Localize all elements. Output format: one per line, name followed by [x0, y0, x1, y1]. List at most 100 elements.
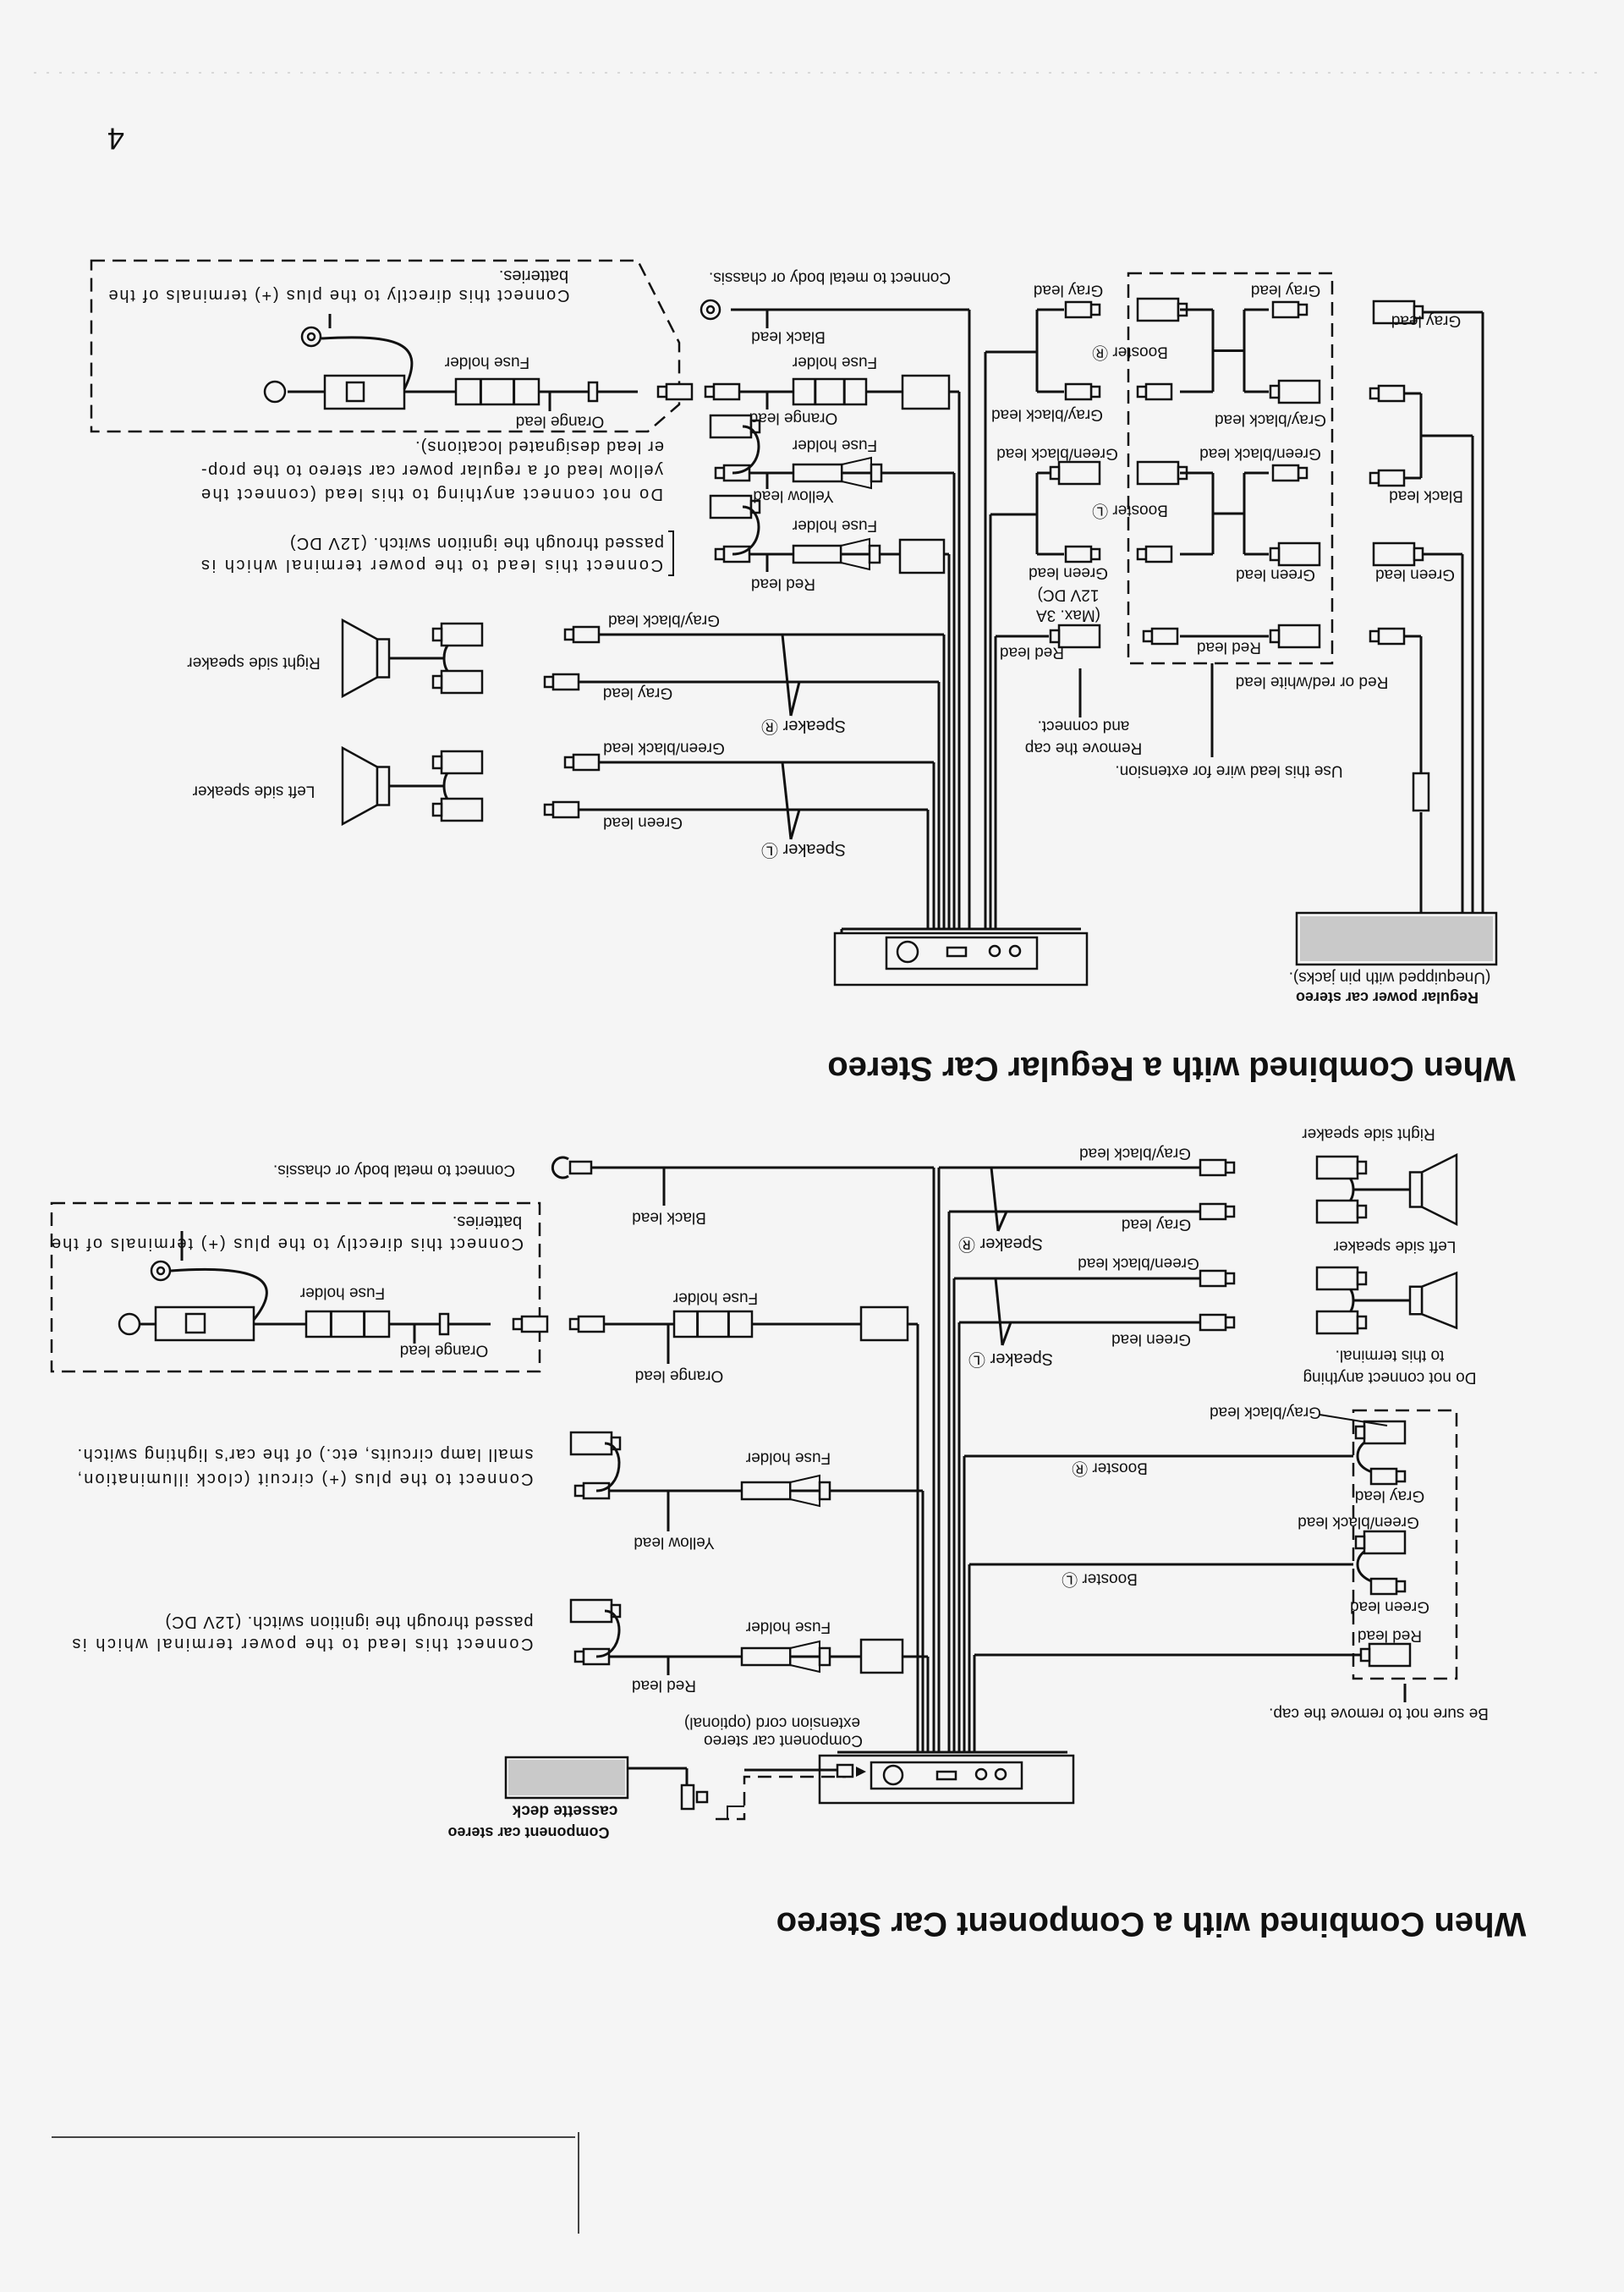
- rca-plug: [836, 1763, 854, 1778]
- regular-speakers-left-label-label: Left side speaker: [192, 783, 315, 800]
- plug-pin: [573, 1484, 585, 1498]
- page-number-label: 4: [107, 122, 124, 157]
- plug-neck: [1356, 1271, 1368, 1286]
- regular-battery-note-1-label: batteries.: [499, 267, 568, 285]
- component-battery-fuse-label: Fuse holder: [299, 1284, 385, 1302]
- regular-stereo-leads-black-label: Black lead: [1389, 487, 1463, 505]
- plug-neck: [1049, 465, 1061, 481]
- component-extension-1-label: extension cord (optional): [684, 1714, 860, 1732]
- plug-pin: [1089, 547, 1101, 561]
- plug-pin: [1369, 629, 1380, 643]
- regular-title-label: When Combined with a Regular Car Stereo: [827, 1050, 1515, 1087]
- right-speaker-magnet: [376, 638, 391, 679]
- leader: [994, 1278, 1004, 1346]
- extension-cord: [727, 1806, 744, 1819]
- fuse-holder: [740, 1481, 792, 1501]
- female-plug: [1277, 379, 1321, 404]
- male-plug: [1369, 1577, 1398, 1596]
- jack-icon: [994, 1767, 1007, 1781]
- regular-booster-max-1-label: 12V DC): [1038, 586, 1100, 604]
- regular-booster-in-greenblack-label: Green/black lead: [1199, 445, 1321, 463]
- component-speakers-right-lead2-label: Gray lead: [1122, 1216, 1191, 1234]
- plug-pin: [543, 803, 555, 816]
- male-plug: [1271, 300, 1300, 319]
- regular-yellow-lead-label: Yellow lead: [753, 487, 833, 505]
- regular-battery-lead-label: Orange lead: [516, 413, 605, 431]
- component-extension-0-label: Component car stereo: [704, 1732, 863, 1750]
- female-plug: [1368, 1642, 1412, 1668]
- component-booster-green-label: Green lead: [1350, 1598, 1429, 1616]
- component-orange-fuse-label: Fuse holder: [672, 1289, 758, 1307]
- regular-battery-fuse-label: Fuse holder: [444, 354, 529, 371]
- plug-pin: [714, 466, 726, 480]
- plug-pin: [1089, 303, 1101, 316]
- switch-icon: [946, 946, 968, 958]
- regular-stereo-leads-extension-label: Use this lead wire for extension.: [1115, 762, 1342, 780]
- booster-box: [1352, 1409, 1458, 1680]
- plug-pin: [714, 547, 726, 561]
- regular-stereo-leads-red-label: Red or red/white lead: [1236, 673, 1389, 691]
- component-yellow-lead-label: Yellow lead: [634, 1534, 714, 1552]
- regular-yellow-note-2-label: er lead designated locations).: [415, 437, 664, 456]
- regular-stereo-leads-green-label: Green lead: [1375, 566, 1455, 584]
- male-plug: [1064, 300, 1093, 319]
- bolt-head-icon: [118, 1312, 141, 1336]
- plug-pin: [568, 1317, 580, 1331]
- component-deck-line2-label: cassette deck: [512, 1802, 617, 1820]
- male-plug: [551, 673, 580, 691]
- y-loop: [732, 505, 760, 556]
- regular-yellow-note-1-label: yellow lead of a regular power car stere…: [201, 461, 663, 480]
- component-speakers-right-lead1-label: Gray/black lead: [1079, 1145, 1191, 1162]
- fuse-holder: [792, 377, 868, 406]
- leader: [996, 1211, 1008, 1232]
- battery-wire: [321, 336, 414, 390]
- leader: [1319, 1414, 1388, 1426]
- component-booster-grayblack-label: Gray/black lead: [1210, 1404, 1321, 1421]
- regular-speakers-left-lead2-label: Green lead: [603, 814, 683, 832]
- female-plug: [440, 750, 484, 775]
- male-plug: [1199, 1269, 1227, 1288]
- male-plug: [1144, 545, 1173, 563]
- booster-box: [1127, 272, 1334, 665]
- component-speakers-right-label-label: Speaker Ⓡ: [958, 1234, 1043, 1254]
- regular-booster-out-green-label: Green lead: [1029, 564, 1108, 582]
- male-plug: [1369, 1467, 1398, 1486]
- fuse-holder: [792, 544, 842, 564]
- male-plug: [1144, 382, 1173, 401]
- relay-box: [901, 374, 951, 410]
- component-speakers-right-label-label: Right side speaker: [1302, 1125, 1435, 1143]
- regular-speakers-right-lead1-label: Gray/black lead: [608, 612, 720, 629]
- plug-pin: [573, 1650, 585, 1663]
- plug-neck: [431, 627, 443, 642]
- clamp-bolt: [184, 1312, 206, 1334]
- left-speaker: [341, 745, 379, 827]
- female-plug: [1277, 541, 1321, 567]
- plug-pin: [512, 1317, 524, 1331]
- component-deck-line1-label: Component car stereo: [447, 1824, 609, 1841]
- regular-stereo-line1-label: Regular power car stereo: [1296, 989, 1479, 1006]
- regular-speakers-right-label-label: Speaker Ⓡ: [761, 717, 846, 736]
- component-yellow-note-1-label: small lamp circuits, etc.) of the car's …: [78, 1445, 534, 1464]
- female-plug: [440, 669, 484, 695]
- plug-neck: [431, 755, 443, 770]
- regular-booster-red-lead-label: Red lead: [1000, 644, 1064, 662]
- stereo-texture: [1300, 916, 1493, 961]
- female-plug: [1315, 1199, 1359, 1224]
- relay-box: [859, 1305, 909, 1342]
- fuse-end: [870, 463, 883, 483]
- male-plug: [712, 382, 741, 401]
- component-speakers-left-lead1-label: Green/black lead: [1078, 1255, 1199, 1272]
- male-plug: [665, 382, 694, 401]
- component-yellow-fuse-label: Fuse holder: [745, 1449, 831, 1467]
- leader: [789, 809, 801, 840]
- plug-pin: [1395, 1580, 1407, 1593]
- plug-neck: [1269, 547, 1281, 562]
- component-no-connect-1-label: to this terminal.: [1336, 1347, 1445, 1365]
- fuse-holder: [672, 1310, 754, 1338]
- relay-box: [898, 538, 946, 574]
- regular-yellow-note-0-label: Do not connect anything to this lead (co…: [201, 485, 663, 503]
- component-battery-note-0-label: Connect this directly to the plus (+) te…: [52, 1234, 524, 1253]
- right-speaker: [1420, 1152, 1458, 1227]
- male-plug: [1271, 464, 1300, 482]
- plug-neck: [431, 802, 443, 817]
